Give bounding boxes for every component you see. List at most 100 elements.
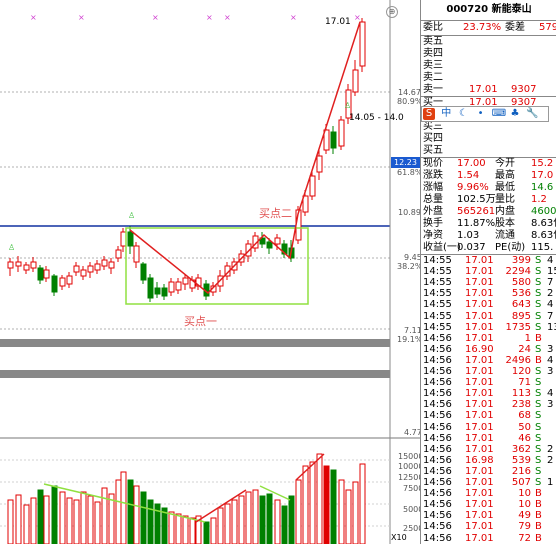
volume-bar	[133, 485, 140, 545]
tick-volume: 536	[511, 288, 531, 300]
tick-price: 17.01	[465, 421, 494, 433]
candle-body	[108, 261, 115, 269]
moon-icon[interactable]: ☾	[458, 108, 468, 119]
kline-chart[interactable]: × × × × × × × ♙ ♙ ♙ 14.67 80.9% 61.8% 10.89 9.45 …	[0, 0, 424, 545]
vol-label-7500: 7500	[403, 484, 424, 493]
volume-bar	[295, 479, 302, 545]
tick-price: 16.98	[465, 454, 494, 466]
tick-price: 17.01	[465, 432, 494, 444]
tick-side: S	[535, 266, 542, 278]
quote-row: 换手 11.87%股本 8.63亿	[421, 218, 556, 230]
tick-time: 14:56	[423, 443, 452, 455]
tick-extra: 7	[547, 310, 554, 322]
tick-time: 14:56	[423, 388, 452, 400]
tick-price: 17.01	[465, 521, 494, 533]
buy-level-volume: 9307	[511, 97, 537, 108]
volume-bar	[238, 495, 245, 545]
range-label: 14.05 - 14.0	[349, 113, 404, 123]
candle-body	[59, 277, 66, 287]
buy-level-label: 买三	[423, 121, 443, 132]
tick-time: 14:56	[423, 343, 452, 355]
quote-panel: 000720 新能泰山 委比 23.73% 委差 579 卖五 卖四 卖三 卖二 卖一 1…	[420, 0, 556, 544]
wrench-icon[interactable]: 🔧	[526, 108, 539, 119]
s-logo-icon[interactable]: S	[423, 108, 435, 120]
price-label-711: 7.11	[404, 326, 422, 335]
quote-value-2: 46009	[531, 206, 556, 217]
quote-row: 总量 102.5万 量比 1.2	[421, 194, 556, 206]
tick-side: S	[535, 277, 542, 289]
tick-time: 14:56	[423, 332, 452, 344]
event-marker: ×	[30, 13, 37, 22]
tick-volume: 68	[518, 410, 531, 422]
candle-body	[168, 281, 175, 293]
tick-extra: 3	[547, 366, 554, 377]
tick-side: S	[535, 410, 542, 422]
volume-bar	[231, 499, 238, 545]
input-method-icon[interactable]: 中	[441, 108, 452, 119]
trade-tick-row: 14:56 17.01 49 B	[421, 510, 556, 521]
floating-toolbar[interactable]: S 中 ☾ • ⌨ ♣ 🔧	[421, 106, 549, 122]
quote-label-2: 最低	[495, 182, 515, 193]
keyboard-icon[interactable]: ⌨	[491, 108, 507, 119]
tick-extra: 4	[547, 354, 554, 366]
quote-label: 涨跌	[423, 170, 443, 181]
volume-bar	[43, 495, 50, 545]
candle-body	[140, 263, 147, 281]
tick-volume: 49	[518, 510, 531, 522]
volume-bar	[189, 517, 196, 545]
vol-label-5000: 5000	[403, 505, 424, 514]
kline-svg: × × × × × × × ♙ ♙ ♙	[0, 0, 420, 545]
quote-value: 11.87%	[457, 218, 496, 229]
tick-time: 14:55	[423, 277, 452, 289]
quote-label-2: 股本	[495, 218, 515, 229]
event-marker: ×	[152, 13, 159, 22]
quote-label: 现价	[423, 158, 443, 169]
quote-label: 收益(一)	[423, 242, 461, 253]
shirt-icon[interactable]: ♣	[510, 108, 520, 119]
volume-trend-line	[259, 485, 291, 501]
quote-label: 涨幅	[423, 182, 443, 193]
tick-time: 14:56	[423, 377, 452, 389]
tick-time: 14:55	[423, 288, 452, 300]
tick-volume: 1735	[505, 321, 531, 333]
zoom-icon[interactable]: ⊕	[386, 6, 398, 18]
quote-label-2: 内盘	[495, 206, 515, 217]
trade-tick-row: 14:56 17.01 216 S	[421, 466, 556, 477]
scrollbar-track	[0, 339, 390, 347]
quote-value: 9.96%	[457, 182, 489, 193]
sell-level-row: 卖三	[421, 60, 556, 72]
candle-body	[161, 287, 168, 297]
volume-bar	[338, 479, 345, 545]
tick-price: 17.01	[465, 443, 494, 455]
tick-price: 17.01	[465, 366, 494, 377]
tick-extra: 1	[547, 477, 554, 488]
tick-volume: 24	[518, 343, 531, 355]
annotation-buy-point-2: 买点二	[259, 207, 292, 220]
volume-bar	[352, 481, 359, 545]
candle-body	[37, 267, 44, 281]
tick-price: 17.01	[465, 399, 494, 411]
tick-price: 17.01	[465, 410, 494, 422]
candle-body	[352, 69, 359, 93]
dot-icon[interactable]: •	[477, 108, 484, 119]
candle-body	[309, 175, 316, 197]
vol-label-2500: 2500	[403, 524, 424, 533]
tick-volume: 72	[518, 532, 531, 544]
quote-label-2: 最高	[495, 170, 515, 181]
pct-label-618: 61.8%	[397, 168, 423, 177]
buy-level-row: 买一 17.01 9307	[421, 97, 556, 109]
trade-tick-row: 14:56 17.01 2496 B 4	[421, 355, 556, 366]
volume-bar	[80, 491, 87, 545]
volume-bar	[210, 517, 217, 545]
quote-row: 净资 1.03 流通 8.63亿	[421, 230, 556, 242]
candle-body	[115, 249, 122, 259]
tick-side: B	[535, 532, 542, 544]
event-marker: ×	[224, 13, 231, 22]
volume-bar	[224, 503, 231, 545]
vol-label-15000: 15000	[398, 452, 424, 461]
buy-level-price: 17.01	[469, 97, 498, 108]
tick-time: 14:56	[423, 454, 452, 466]
tick-price: 17.01	[465, 299, 494, 311]
quote-label-2: PE(动)	[495, 242, 526, 253]
